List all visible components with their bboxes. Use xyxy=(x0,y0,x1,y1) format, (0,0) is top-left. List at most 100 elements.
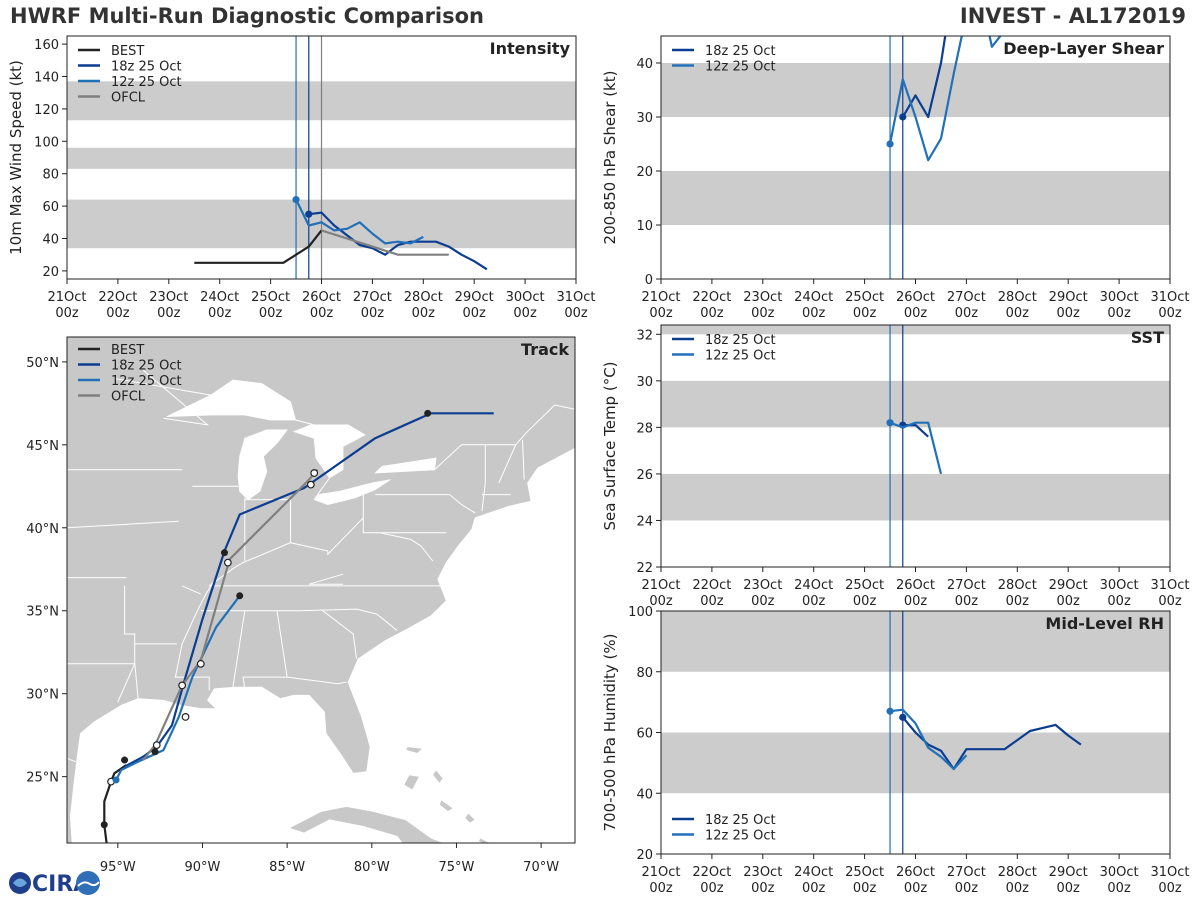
rh-xtick-label: 27Oct 00z xyxy=(947,865,986,896)
cira-logo: CIRA xyxy=(9,871,100,897)
shear-ylabel: 200-850 hPa Shear (kt) xyxy=(601,71,619,245)
track-border xyxy=(181,585,202,595)
track-line xyxy=(115,595,241,781)
shear-xtick-label: 27Oct 00z xyxy=(947,290,986,321)
shear-shaded-band xyxy=(661,171,1170,225)
rh-title: Mid-Level RH xyxy=(1045,614,1164,633)
intensity-xtick-label: 27Oct 00z xyxy=(353,290,392,321)
rh-xtick-label: 29Oct 00z xyxy=(1049,865,1088,896)
track-border xyxy=(174,577,217,691)
shear-ytick-label: 10 xyxy=(636,219,653,234)
intensity-series-line xyxy=(295,199,424,245)
sst-shaded-band xyxy=(661,473,1170,521)
track-ytick-label: 50°N xyxy=(26,356,59,371)
intensity-title: Intensity xyxy=(490,39,571,58)
sst-legend-label: 12z 25 Oct xyxy=(705,349,776,364)
shear-xtick-label: 30Oct 00z xyxy=(1100,290,1139,321)
intensity-ytick-label: 20 xyxy=(42,265,59,280)
track-frame xyxy=(66,336,576,844)
rh-xtick-label: 24Oct 00z xyxy=(794,865,833,896)
track-ytick-label: 35°N xyxy=(26,605,59,620)
track-forecast-dot xyxy=(178,681,187,690)
track-ytick-label: 45°N xyxy=(26,439,59,454)
rh-xtick-label: 25Oct 00z xyxy=(845,865,884,896)
track-ytick-label: 40°N xyxy=(26,522,59,537)
track-border xyxy=(200,608,398,631)
panel-shear: 0 10 20 30 40 21Oct 00z 22Oct 00z 23Oct 00z 24Oct 00… xyxy=(601,35,1190,321)
rh-plot-area xyxy=(661,611,1170,854)
intensity-xtick-label: 21Oct 00z xyxy=(47,290,86,321)
shear-legend-label: 18z 25 Oct xyxy=(705,44,776,59)
sst-shaded-band xyxy=(661,325,1170,335)
track-title: Track xyxy=(521,340,569,359)
shear-ytick-label: 0 xyxy=(645,273,653,288)
intensity-legend-label: 18z 25 Oct xyxy=(111,60,182,75)
intensity-ytick-label: 120 xyxy=(34,103,59,118)
sst-ytick-label: 32 xyxy=(636,328,653,343)
track-position-dot xyxy=(151,748,159,756)
track-cuba xyxy=(287,806,445,843)
track-forecast-dot xyxy=(306,480,315,489)
track-position-dot xyxy=(424,409,432,417)
shear-title: Deep-Layer Shear xyxy=(1003,39,1164,58)
track-border xyxy=(67,757,76,763)
track-legend-label: BEST xyxy=(111,343,144,358)
track-border xyxy=(375,494,476,514)
rh-shaded-band xyxy=(661,611,1170,672)
rh-legend-label: 18z 25 Oct xyxy=(705,813,776,828)
storm-id-title: INVEST - AL172019 xyxy=(959,4,1186,28)
shear-xtick-label: 31Oct 00z xyxy=(1150,290,1189,321)
track-border xyxy=(142,369,210,426)
logo-wave-icon xyxy=(77,881,100,887)
track-border xyxy=(67,663,136,703)
sst-xtick-label: 25Oct 00z xyxy=(845,578,884,609)
rh-xtick-label: 22Oct 00z xyxy=(692,865,731,896)
shear-init-point xyxy=(886,140,894,148)
intensity-ytick-label: 40 xyxy=(42,233,59,248)
track-border xyxy=(124,585,139,699)
rh-xtick-label: 28Oct 00z xyxy=(998,865,1037,896)
sst-ytick-label: 24 xyxy=(636,514,653,529)
shear-ytick-label: 40 xyxy=(636,57,653,72)
track-border xyxy=(295,419,315,426)
sst-ytick-label: 28 xyxy=(636,421,653,436)
track-border xyxy=(498,444,517,484)
panel-intensity: 20 40 60 80 100 120 140 160 21Oct 00z 22Oct 00z 23Oc… xyxy=(7,35,596,321)
intensity-legend-label: 12z 25 Oct xyxy=(111,75,182,90)
rh-ytick-label: 20 xyxy=(636,848,653,863)
track-border xyxy=(317,477,330,495)
sst-ytick-label: 26 xyxy=(636,468,653,483)
intensity-xtick-label: 24Oct 00z xyxy=(200,290,239,321)
track-forecast-dot xyxy=(152,741,161,750)
track-xtick-label: 85°W xyxy=(269,860,305,875)
panel-sst: 22 24 26 28 30 32 21Oct 00z 22Oct 00z 23Oct 00z 24Oc… xyxy=(601,324,1190,609)
shear-xtick-label: 25Oct 00z xyxy=(845,290,884,321)
intensity-xtick-label: 31Oct 00z xyxy=(556,290,595,321)
track-map-area xyxy=(67,337,575,843)
sst-title: SST xyxy=(1131,328,1164,347)
track-xtick-label: 95°W xyxy=(100,860,136,875)
track-border xyxy=(522,439,525,480)
sst-legend-label: 18z 25 Oct xyxy=(705,333,776,348)
intensity-xtick-label: 25Oct 00z xyxy=(251,290,290,321)
track-border xyxy=(67,520,179,529)
shear-plot-area xyxy=(661,36,1170,279)
track-forecast-dot xyxy=(310,469,319,477)
sst-xtick-label: 31Oct 00z xyxy=(1150,578,1189,609)
track-xtick-label: 80°W xyxy=(354,860,390,875)
track-xtick-label: 75°W xyxy=(439,860,475,875)
track-legend-label: 18z 25 Oct xyxy=(111,359,182,374)
intensity-xtick-label: 22Oct 00z xyxy=(98,290,137,321)
intensity-ytick-label: 140 xyxy=(34,71,59,86)
sst-xtick-label: 26Oct 00z xyxy=(896,578,935,609)
shear-legend-label: 12z 25 Oct xyxy=(705,60,776,75)
track-xtick-label: 90°W xyxy=(185,860,221,875)
sst-shaded-band xyxy=(661,380,1170,428)
rh-series-line xyxy=(901,716,1082,771)
sst-ylabel: Sea Surface Temp (°C) xyxy=(601,361,619,530)
panel-track: 25°N 30°N 35°N 40°N 45°N 50°N 95°W 90°W 85°W 80°W… xyxy=(26,336,576,875)
intensity-legend-label: OFCL xyxy=(111,91,146,106)
sst-xtick-label: 23Oct 00z xyxy=(743,578,782,609)
shear-init-point xyxy=(899,113,907,121)
